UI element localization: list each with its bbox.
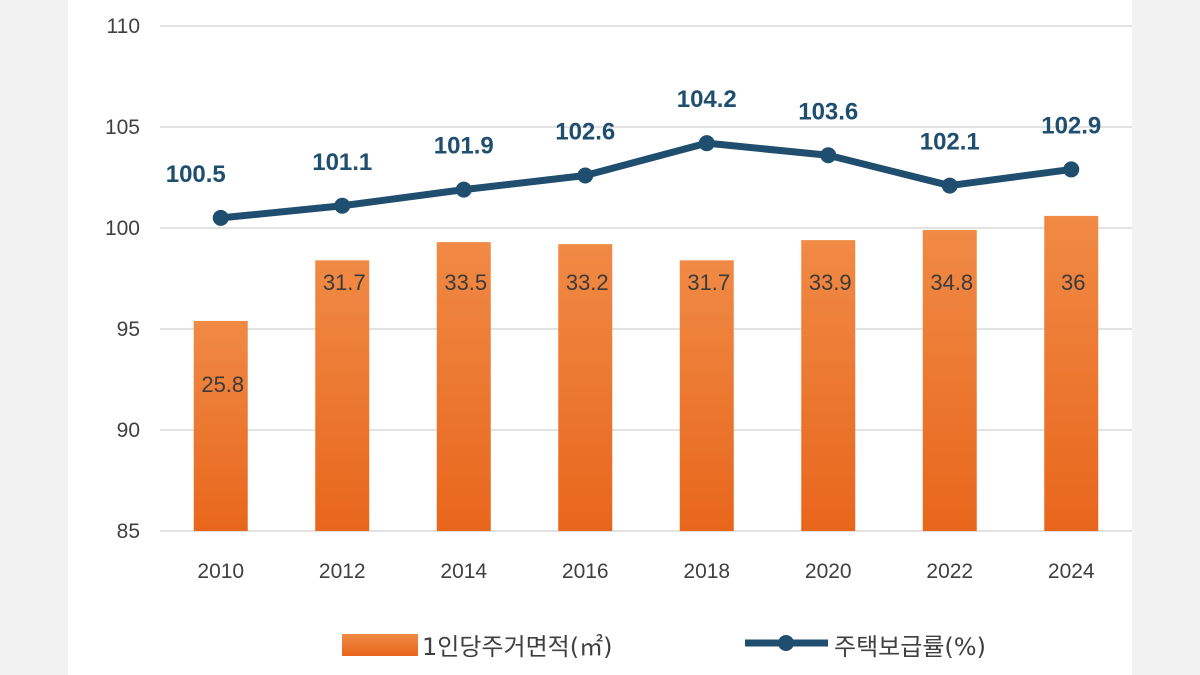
y-tick-label: 95 [117,318,140,341]
bar [436,242,491,531]
x-tick-label: 2020 [805,560,852,583]
line-value-label: 102.1 [920,129,980,156]
line-value-label: 103.6 [798,98,858,125]
y-axis-ticks: 110 105 100 95 90 85 [105,15,140,543]
line-marker [577,167,594,184]
bar-value-label: 33.9 [809,270,852,295]
line-path [220,139,1072,222]
line-value-label: 101.1 [312,149,372,176]
legend-line-label: 주택보급률(%) [834,633,986,661]
y-tick-label: 110 [107,15,140,38]
bar-value-label: 33.2 [566,270,609,295]
bar [315,260,370,531]
bar-value-label: 31.7 [687,270,730,295]
bar [558,244,613,531]
x-axis-ticks: 2010 2012 2014 2016 2018 2020 2022 2024 [197,560,1095,583]
bar [193,320,248,531]
bar-value-label: 25.8 [201,372,244,397]
x-tick-label: 2012 [319,560,366,583]
line-marker [212,209,229,226]
line-marker [1063,161,1080,178]
line-marker [820,147,837,164]
bar-value-label: 31.7 [323,270,366,295]
line-value-label: 104.2 [677,86,737,113]
x-tick-label: 2010 [197,560,244,583]
bar [922,230,977,531]
bar-value-labels: 25.8 31.7 33.5 33.2 31.7 33.9 34.8 36 [201,270,1085,397]
line-value-label: 102.6 [555,118,615,145]
line-series [212,135,1080,226]
y-tick-label: 100 [105,217,140,240]
line-value-labels: 100.5 101.1 101.9 102.6 104.2 103.6 102.1 102.9 [166,86,1102,188]
legend: 1인당주거면적(㎡) 주택보급률(%) [342,633,986,661]
x-tick-label: 2018 [683,560,730,583]
line-marker [941,177,958,194]
line-value-label: 102.9 [1041,112,1101,139]
legend-line-marker [778,635,794,651]
x-tick-label: 2014 [440,560,487,583]
y-tick-label: 85 [117,520,140,543]
line-marker [334,197,351,214]
x-tick-label: 2024 [1048,560,1095,583]
bar [1044,215,1099,531]
y-tick-label: 105 [105,116,140,139]
line-marker [455,181,472,198]
bar-series [193,215,1099,531]
legend-bar-label: 1인당주거면적(㎡) [422,633,612,661]
bar-value-label: 34.8 [930,270,973,295]
x-tick-label: 2016 [562,560,609,583]
bar-value-label: 33.5 [444,270,487,295]
bar-value-label: 36 [1061,270,1085,295]
legend-bar-swatch [342,634,418,656]
gridlines [160,25,1132,532]
bar [801,240,856,531]
y-tick-label: 90 [117,419,140,442]
line-value-label: 101.9 [434,133,494,160]
line-marker [698,135,715,152]
line-value-label: 100.5 [166,161,226,188]
bar [679,260,734,531]
x-tick-label: 2022 [926,560,973,583]
